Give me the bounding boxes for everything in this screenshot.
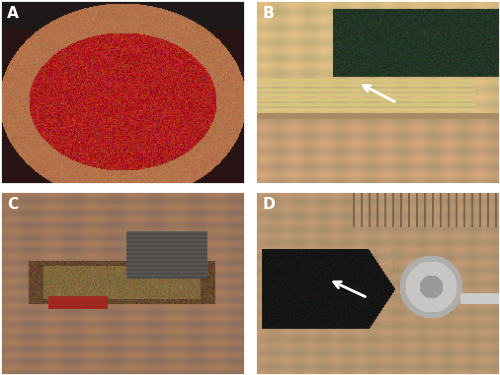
Text: D: D (262, 197, 275, 212)
Text: C: C (8, 197, 18, 212)
Text: A: A (8, 6, 19, 21)
Text: B: B (262, 6, 274, 21)
